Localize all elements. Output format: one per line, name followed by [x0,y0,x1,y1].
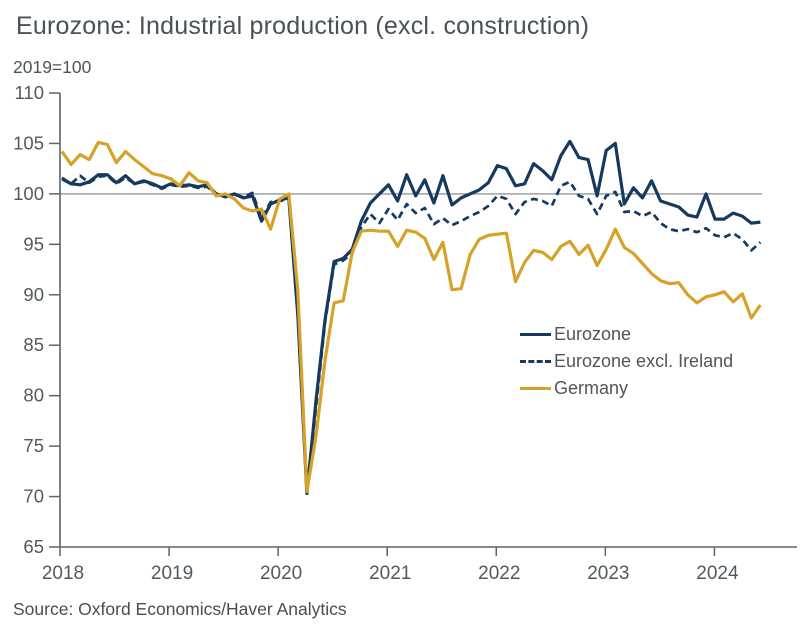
x-tick-label: 2023 [587,563,629,584]
chart-legend: Eurozone Eurozone excl. Ireland Germany [520,321,733,402]
y-tick-label: 90 [23,284,44,305]
legend-swatch-gold-line [520,387,551,390]
x-tick-label: 2021 [369,563,411,584]
y-tick-label: 95 [23,233,44,254]
legend-label: Germany [554,378,629,398]
x-tick-label: 2018 [42,563,84,584]
y-tick-label: 65 [23,536,44,557]
legend-item-eurozone: Eurozone [520,321,733,348]
y-tick-label: 75 [23,435,44,456]
x-tick-label: 2024 [696,563,739,584]
source-note: Source: Oxford Economics/Haver Analytics [13,599,347,619]
chart-title: Eurozone: Industrial production (excl. c… [16,12,590,40]
x-tick-label: 2022 [478,563,520,584]
legend-swatch-solid-line [520,333,551,336]
x-tick-label: 2020 [260,563,302,584]
legend-label: Eurozone [554,324,632,344]
axis-unit-label: 2019=100 [13,57,92,77]
x-tick-label: 2019 [151,563,193,584]
y-tick-label: 80 [23,385,44,406]
legend-item-germany: Germany [520,375,733,402]
legend-item-eurozone-excl-ireland: Eurozone excl. Ireland [520,348,733,375]
legend-swatch-dashed-line [520,360,551,363]
y-tick-label: 100 [13,183,44,204]
series-line-germany [60,140,762,494]
y-tick-label: 85 [23,334,44,355]
legend-label: Eurozone excl. Ireland [554,351,734,371]
y-tick-label: 110 [15,82,45,103]
y-tick-label: 70 [23,486,44,507]
y-tick-label: 105 [13,132,44,153]
